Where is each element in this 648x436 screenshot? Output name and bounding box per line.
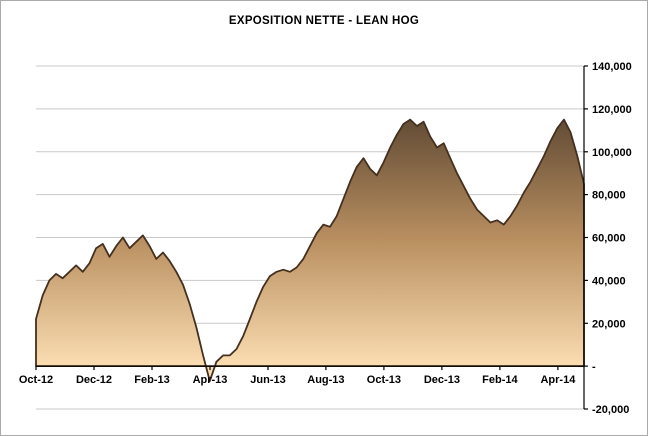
x-tick-label: Jun-13 — [250, 374, 285, 386]
y-tick-label: -20,000 — [592, 404, 629, 416]
x-tick-label: Oct-13 — [367, 374, 401, 386]
x-tick-label: Dec-13 — [424, 374, 460, 386]
y-axis-ticks — [584, 65, 588, 410]
y-tick-label: 40,000 — [592, 275, 626, 287]
area-polygon — [35, 118, 585, 383]
chart-title: EXPOSITION NETTE - LEAN HOG — [228, 15, 420, 27]
x-tick-label: Apr-14 — [540, 374, 576, 386]
x-tick-label: Dec-12 — [76, 374, 112, 386]
y-axis-labels: 140,000 120,000 100,000 80,000 60,000 40,000 2… — [592, 61, 632, 416]
y-tick-label: 80,000 — [592, 190, 626, 202]
y-tick-label: 120,000 — [592, 104, 632, 116]
x-tick-label: Oct-12 — [19, 374, 53, 386]
x-tick-label: Aug-13 — [307, 374, 344, 386]
x-tick-label: Apr-13 — [193, 374, 228, 386]
y-tick-label: 20,000 — [592, 318, 626, 330]
y-tick-label: - — [592, 361, 596, 373]
y-tick-label: 100,000 — [592, 147, 632, 159]
y-tick-label: 140,000 — [592, 61, 632, 73]
y-tick-label: 60,000 — [592, 233, 626, 245]
x-axis-labels: Oct-12 Dec-12 Feb-13 Apr-13 Jun-13 Aug-13 Oct-… — [19, 374, 576, 386]
x-tick-label: Feb-13 — [134, 374, 169, 386]
x-axis-ticks — [35, 366, 559, 371]
x-tick-label: Feb-14 — [482, 374, 518, 386]
area-series — [35, 118, 585, 383]
